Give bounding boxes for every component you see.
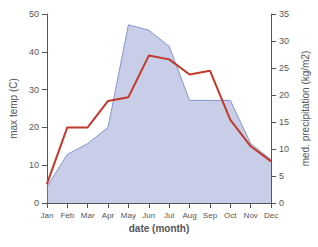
svg-text:Apr: Apr [102, 211, 115, 220]
svg-text:Nov: Nov [244, 211, 258, 220]
svg-text:Sep: Sep [203, 211, 218, 220]
svg-text:May: May [121, 211, 136, 220]
svg-text:max temp (C): max temp (C) [8, 78, 19, 139]
svg-text:20: 20 [29, 122, 39, 132]
svg-text:0: 0 [34, 198, 39, 208]
svg-text:20: 20 [279, 90, 289, 100]
svg-text:15: 15 [279, 117, 289, 127]
svg-text:Feb: Feb [60, 211, 74, 220]
svg-text:10: 10 [29, 160, 39, 170]
svg-text:10: 10 [279, 144, 289, 154]
svg-text:0: 0 [279, 198, 284, 208]
svg-text:Oct: Oct [224, 211, 237, 220]
svg-text:50: 50 [29, 9, 39, 19]
svg-text:5: 5 [279, 171, 284, 181]
svg-text:30: 30 [279, 36, 289, 46]
svg-text:date (month): date (month) [129, 223, 190, 234]
svg-text:30: 30 [29, 85, 39, 95]
svg-text:Aug: Aug [182, 211, 196, 220]
svg-text:Jul: Jul [164, 211, 174, 220]
svg-text:Mar: Mar [81, 211, 95, 220]
svg-text:Dec: Dec [264, 211, 278, 220]
svg-text:Jun: Jun [142, 211, 155, 220]
svg-text:35: 35 [279, 9, 289, 19]
svg-text:med. precipitation (kg/m2): med. precipitation (kg/m2) [300, 51, 311, 167]
svg-text:Jan: Jan [40, 211, 53, 220]
svg-text:25: 25 [279, 63, 289, 73]
svg-text:40: 40 [29, 47, 39, 57]
